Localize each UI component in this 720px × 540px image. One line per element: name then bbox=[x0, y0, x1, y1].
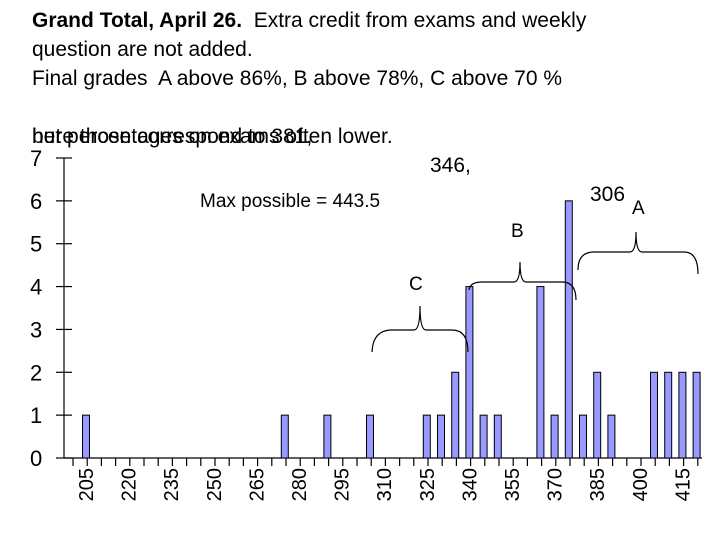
grade-a-bracket bbox=[577, 231, 699, 275]
bars bbox=[82, 200, 701, 459]
x-tick-label: 310 bbox=[374, 468, 396, 501]
cutoff-a-text: here those correspond to 381, bbox=[32, 125, 313, 148]
histogram-bar bbox=[493, 414, 502, 459]
histogram-bar bbox=[422, 414, 431, 459]
histogram-bar bbox=[437, 414, 445, 459]
x-tick-label: 355 bbox=[502, 468, 524, 501]
histogram-bar bbox=[82, 414, 90, 459]
x-tick-label: 385 bbox=[587, 468, 609, 501]
cutoff-b-text: 346, bbox=[430, 154, 471, 177]
y-tick-label: 4 bbox=[30, 275, 42, 300]
grade-a-label: A bbox=[632, 198, 645, 219]
x-tick-label: 280 bbox=[289, 468, 311, 501]
histogram-bar bbox=[650, 371, 658, 459]
histogram-bar bbox=[280, 414, 289, 459]
histogram-bar bbox=[692, 371, 701, 459]
x-tick-label: 205 bbox=[76, 468, 98, 501]
x-tick-label: 265 bbox=[246, 468, 268, 501]
y-tick-label: 6 bbox=[30, 189, 42, 214]
title-line-5: but percentages on exams often lower. bbox=[32, 125, 393, 148]
histogram-bar bbox=[536, 286, 545, 459]
title-line-4: here those correspond to 381, 346, 306 bbox=[32, 93, 712, 206]
histogram-bar bbox=[550, 414, 559, 459]
y-tick-label: 1 bbox=[30, 403, 42, 428]
y-tick-label: 0 bbox=[30, 446, 42, 471]
histogram-bar bbox=[564, 200, 573, 459]
y-tick-label: 3 bbox=[30, 317, 42, 342]
histogram-bar bbox=[479, 414, 488, 459]
histogram-bar bbox=[579, 414, 587, 459]
grade-c-bracket bbox=[371, 305, 469, 353]
y-tick-label: 2 bbox=[30, 360, 42, 385]
annotations: Max possible = 443.5 C B A bbox=[200, 191, 699, 353]
cutoff-c-text: 306 bbox=[590, 183, 626, 206]
histogram-bar bbox=[366, 414, 374, 459]
x-tick-label: 295 bbox=[332, 468, 354, 501]
histogram-bar bbox=[593, 371, 602, 459]
grade-c-label: C bbox=[409, 274, 423, 295]
x-tick-label: 220 bbox=[119, 468, 141, 501]
title-line-3: Final grades A above 86%, B above 78%, C… bbox=[32, 67, 563, 90]
grade-b-bracket bbox=[468, 261, 577, 301]
histogram-bar bbox=[664, 371, 673, 459]
histogram-bar bbox=[678, 371, 687, 459]
x-tick-label: 400 bbox=[630, 468, 652, 501]
histogram-bar bbox=[323, 414, 332, 459]
histogram-bar bbox=[451, 371, 460, 459]
chart-title-block: Grand Total, April 26. Extra credit from… bbox=[32, 6, 712, 206]
histogram-bar bbox=[465, 286, 474, 459]
x-tick-label: 250 bbox=[204, 468, 226, 501]
grade-b-label: B bbox=[511, 221, 524, 242]
x-tick-label: 370 bbox=[545, 468, 567, 501]
x-tick-label: 340 bbox=[459, 468, 481, 501]
title-line-1: Grand Total, April 26. Extra credit from… bbox=[32, 6, 712, 35]
title-line-2: question are not added. bbox=[32, 38, 253, 61]
x-tick-label: 235 bbox=[161, 468, 183, 501]
title-bold: Grand Total, April 26. bbox=[32, 9, 243, 32]
histogram-bar bbox=[607, 414, 616, 459]
y-tick-label: 5 bbox=[30, 232, 42, 257]
x-tick-label: 325 bbox=[417, 468, 439, 501]
max-possible-label: Max possible = 443.5 bbox=[200, 191, 380, 212]
y-tick-labels: 0 1 2 3 4 5 6 7 bbox=[30, 146, 42, 471]
x-tick-labels: 205 220 235 250 265 280 295 310 325 340 355 370 385 4… bbox=[76, 468, 694, 501]
y-tick-label: 7 bbox=[30, 146, 42, 171]
x-tick-label: 415 bbox=[672, 468, 694, 501]
title-rest: Extra credit from exams and weekly bbox=[242, 9, 587, 32]
